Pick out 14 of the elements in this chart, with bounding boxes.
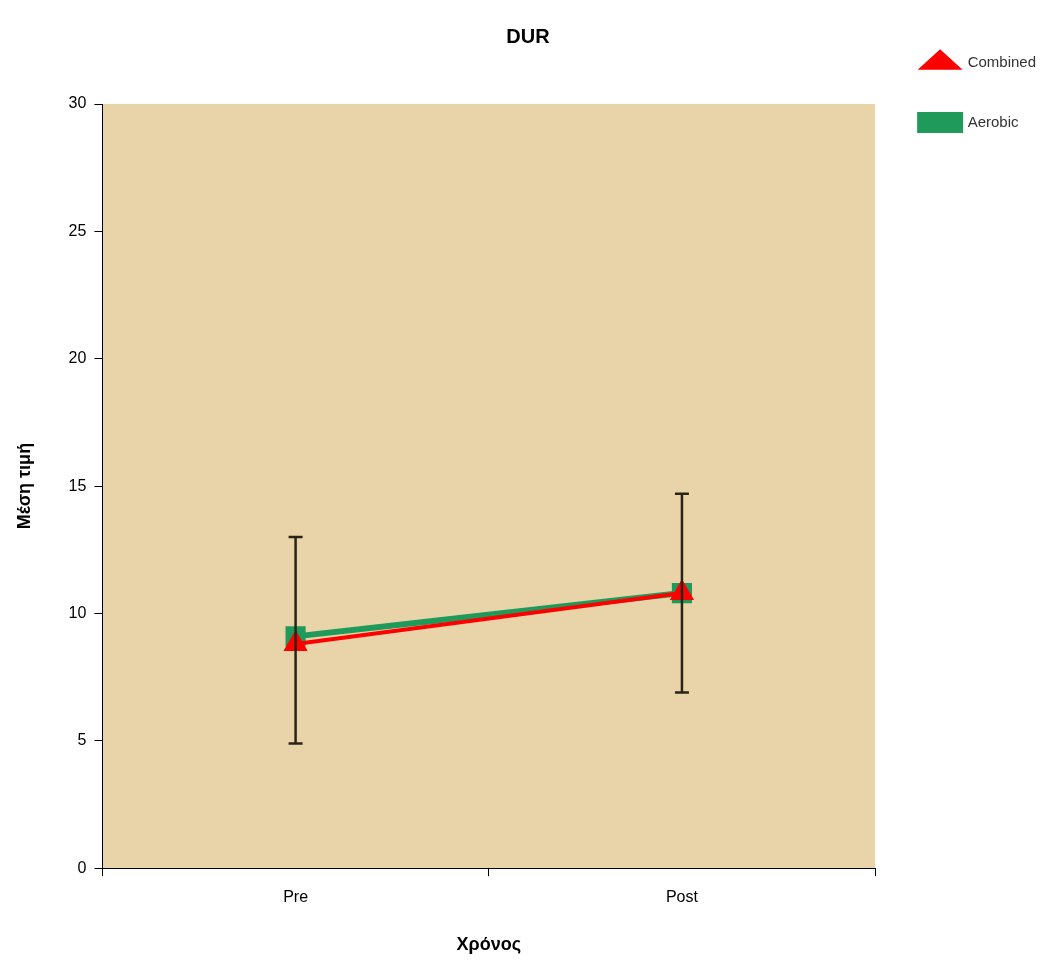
y-tick-label: 25 [68, 221, 87, 239]
y-tick-label: 5 [77, 731, 87, 749]
y-axis-title: Μέση τιμή [13, 442, 34, 530]
x-tick-label: Post [665, 888, 699, 906]
y-tick-label: 15 [68, 476, 87, 494]
y-tick-label: 10 [68, 603, 87, 621]
y-tick-label: 30 [68, 94, 87, 112]
x-axis-title: Χρόνος [456, 934, 522, 955]
y-tick-label: 0 [77, 858, 87, 876]
x-tick-label: Pre [283, 888, 309, 906]
legend-label: Aerobic [967, 112, 1019, 130]
y-tick-label: 20 [68, 349, 87, 367]
chart-title: DUR [506, 24, 551, 47]
legend-label: Combined [967, 52, 1036, 70]
